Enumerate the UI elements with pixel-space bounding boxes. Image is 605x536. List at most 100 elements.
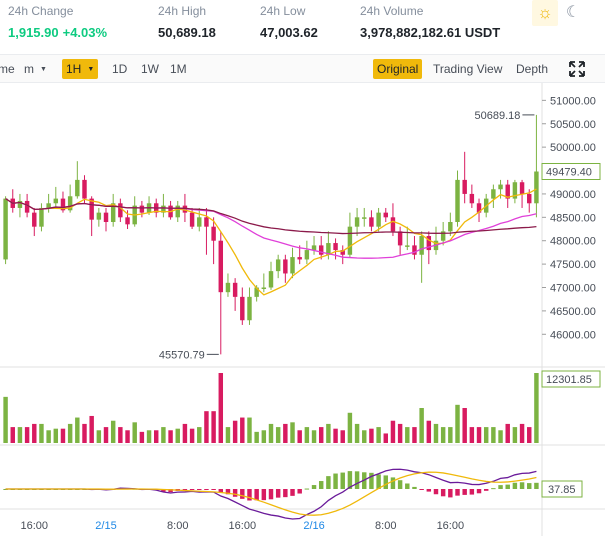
x-tick-label: 16:00 xyxy=(229,520,257,532)
change-label: 24h Change xyxy=(8,4,74,18)
y-tick-label: 49000.00 xyxy=(550,189,596,201)
high-label: 24h High xyxy=(158,4,207,18)
macd-histogram-bar xyxy=(240,489,245,499)
volume-bar xyxy=(476,427,482,443)
macd-value-label: 37.85 xyxy=(548,484,576,496)
candle-body xyxy=(39,207,44,227)
x-tick-label: 8:00 xyxy=(375,520,396,532)
volume-bar xyxy=(168,430,173,443)
time-button[interactable]: me xyxy=(0,62,15,76)
macd-histogram-bar xyxy=(505,484,510,489)
y-tick-label: 51000.00 xyxy=(550,95,596,107)
candle-body xyxy=(261,287,267,289)
candle-body xyxy=(304,250,310,260)
volume-bar xyxy=(369,428,374,443)
volume-bar xyxy=(462,408,467,443)
candle-body xyxy=(3,198,8,260)
candle-body xyxy=(376,212,381,227)
candle-body xyxy=(419,236,424,255)
volume-bar xyxy=(39,423,44,443)
interval-1h-dropdown[interactable]: 1H ▼ xyxy=(62,59,99,79)
volume-bar xyxy=(483,427,489,443)
volume-bar xyxy=(225,427,231,443)
volume-value: 3,978,882,182.61 USDT xyxy=(360,25,501,40)
price-chart[interactable]: 51000.0050500.0050000.0049500.0049000.00… xyxy=(0,83,605,536)
y-tick-label: 47000.00 xyxy=(550,283,596,295)
macd-histogram-bar xyxy=(483,489,489,491)
candle-body xyxy=(139,205,145,213)
candle-body xyxy=(311,245,317,251)
sun-icon[interactable]: ☼ xyxy=(532,0,558,26)
y-tick-label: 46000.00 xyxy=(550,329,596,341)
candle-body xyxy=(32,212,37,227)
macd-histogram-bar xyxy=(232,489,238,497)
original-view-button[interactable]: Original xyxy=(373,59,423,79)
minutes-dropdown[interactable]: m ▼ xyxy=(20,59,51,79)
volume-bar xyxy=(426,420,432,443)
depth-button[interactable]: Depth xyxy=(516,62,549,76)
candle-body xyxy=(412,245,417,255)
candle-body xyxy=(17,200,23,208)
macd-histogram-bar xyxy=(189,489,195,490)
candle-body xyxy=(333,243,338,251)
candle-body xyxy=(498,184,503,190)
candle-body xyxy=(240,296,245,321)
volume-bar xyxy=(32,423,37,443)
macd-histogram-bar xyxy=(204,489,209,490)
candle-body xyxy=(534,171,539,204)
volume-bar xyxy=(405,427,410,443)
volume-bar xyxy=(154,430,159,443)
interval-1m-button[interactable]: 1M xyxy=(170,62,187,76)
candle-body xyxy=(469,193,475,204)
volume-bar xyxy=(440,427,446,443)
y-tick-label: 48500.00 xyxy=(550,212,596,224)
macd-histogram-bar xyxy=(168,489,173,493)
volume-bar xyxy=(46,430,51,443)
interval-1w-button[interactable]: 1W xyxy=(141,62,159,76)
candle-body xyxy=(96,212,102,220)
macd-histogram-bar xyxy=(182,489,188,491)
candle-body xyxy=(218,240,224,293)
candle-body xyxy=(211,226,216,241)
x-tick-label: 2/16 xyxy=(303,520,324,532)
candle-body xyxy=(362,217,367,219)
low-label: 24h Low xyxy=(260,4,306,18)
candle-body xyxy=(175,205,180,218)
change-percent: +4.03% xyxy=(62,25,108,40)
candle-body xyxy=(426,236,432,251)
expand-icon[interactable] xyxy=(566,59,588,79)
volume-label: 24h Volume xyxy=(360,4,424,18)
volume-bar xyxy=(340,430,345,443)
macd-histogram-bar xyxy=(476,489,482,494)
last-price-label: 49479.40 xyxy=(546,166,592,178)
chart-canvas[interactable]: 51000.0050500.0050000.0049500.0049000.00… xyxy=(0,83,605,536)
macd-value-box xyxy=(541,480,583,498)
macd-histogram-bar xyxy=(419,489,424,490)
tradingview-button[interactable]: Trading View xyxy=(433,62,503,76)
candle-body xyxy=(390,217,396,232)
y-tick-label: 46500.00 xyxy=(550,306,596,318)
high-label: 50689.18 xyxy=(475,110,521,122)
volume-bar xyxy=(96,430,102,443)
low-label: 45570.79 xyxy=(159,349,205,361)
x-tick-label: 2/15 xyxy=(95,520,116,532)
volume-bar xyxy=(254,431,259,443)
candle-body xyxy=(369,217,374,227)
macd-histogram-bar xyxy=(455,489,460,496)
volume-bar xyxy=(283,423,288,443)
low-stat: 24h Low 47,003.62 xyxy=(260,4,318,41)
macd-histogram-bar xyxy=(283,489,288,498)
macd-histogram-bar xyxy=(311,485,317,489)
volume-bar xyxy=(419,408,424,443)
macd-histogram-bar xyxy=(297,489,302,494)
candle-body xyxy=(505,184,510,199)
moon-icon[interactable]: ☾ xyxy=(565,4,581,21)
candle-body xyxy=(189,212,195,227)
volume-bar xyxy=(247,417,252,443)
macd-histogram-bar xyxy=(254,489,259,501)
candle-body xyxy=(225,282,231,293)
volume-bar xyxy=(161,427,166,443)
interval-1d-button[interactable]: 1D xyxy=(112,62,128,76)
volume-bar xyxy=(189,428,195,443)
low-value: 47,003.62 xyxy=(260,25,318,40)
